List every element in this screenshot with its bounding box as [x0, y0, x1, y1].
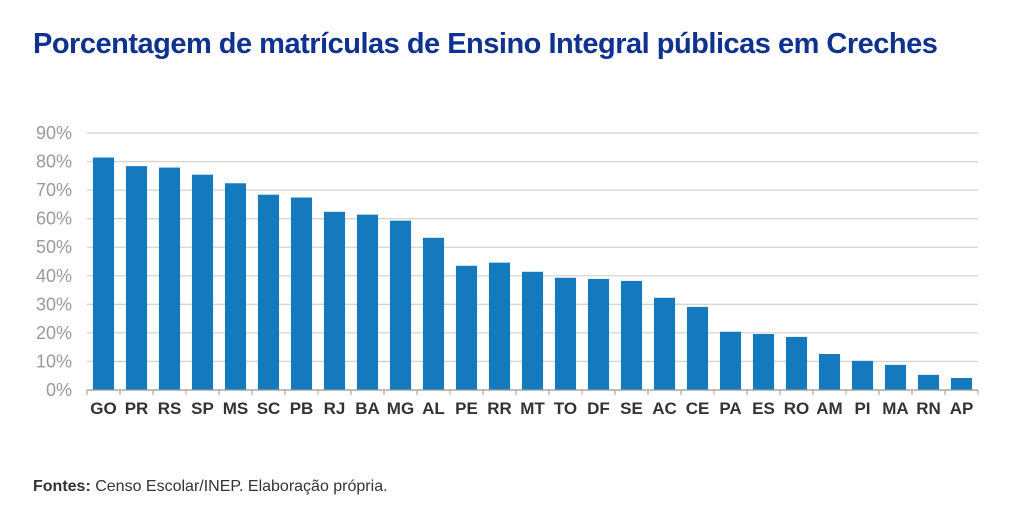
x-tick-label: BA	[355, 399, 380, 418]
x-tick-label: SC	[257, 399, 281, 418]
chart-title: Porcentagem de matrículas de Ensino Inte…	[33, 28, 938, 60]
x-tick-label: SE	[620, 399, 643, 418]
y-tick-label: 10%	[36, 351, 72, 371]
x-tick-label: GO	[90, 399, 116, 418]
x-tick-label: MG	[387, 399, 414, 418]
x-tick-label: SP	[191, 399, 214, 418]
bar-to	[554, 277, 577, 390]
x-tick-label: AC	[652, 399, 677, 418]
x-tick-label: RS	[158, 399, 182, 418]
bar-ba	[356, 214, 379, 390]
x-tick-label: AP	[950, 399, 974, 418]
bar-rr	[488, 262, 511, 390]
x-tick-label: RJ	[324, 399, 346, 418]
y-tick-label: 50%	[36, 237, 72, 257]
source-label: Fontes:	[33, 478, 91, 495]
bar-ac	[653, 297, 676, 390]
x-tick-label: CE	[686, 399, 710, 418]
bar-sc	[257, 194, 280, 390]
bar-df	[587, 278, 610, 390]
bar-es	[752, 334, 775, 390]
x-tick-label: MA	[882, 399, 908, 418]
x-tick-label: RN	[916, 399, 941, 418]
source-note: Fontes: Censo Escolar/INEP. Elaboração p…	[33, 478, 388, 496]
y-tick-label: 20%	[36, 323, 72, 343]
bar-ms	[224, 183, 247, 390]
y-tick-label: 40%	[36, 266, 72, 286]
bar-ma	[884, 364, 907, 390]
bar-se	[620, 280, 643, 390]
x-tick-label: RO	[784, 399, 810, 418]
source-text: Censo Escolar/INEP. Elaboração própria.	[90, 478, 388, 495]
x-tick-label: MS	[223, 399, 249, 418]
y-tick-label: 90%	[36, 123, 72, 143]
x-tick-label: RR	[487, 399, 512, 418]
bar-go	[92, 157, 115, 390]
x-tick-label: PA	[719, 399, 741, 418]
bar-sp	[191, 174, 214, 390]
bar-mt	[521, 271, 544, 390]
y-tick-label: 0%	[46, 380, 72, 400]
bar-pe	[455, 265, 478, 390]
bar-am	[818, 354, 841, 390]
x-tick-label: MT	[520, 399, 545, 418]
x-tick-label: DF	[587, 399, 610, 418]
x-axis: GO PR RS SP MS SC PB RJ BA MG AL PE RR MT TO DF SE AC CE PA…	[86, 389, 979, 418]
bar-rn	[917, 374, 940, 390]
x-tick-label: AL	[422, 399, 445, 418]
bar-al	[422, 237, 445, 390]
x-tick-label: TO	[554, 399, 577, 418]
x-tick-label: ES	[752, 399, 775, 418]
y-tick-label: 30%	[36, 294, 72, 314]
y-axis: 0% 10% 20% 30% 40% 50% 60% 70% 80% 90%	[36, 123, 72, 400]
bar-ap	[950, 378, 973, 390]
bar-ro	[785, 336, 808, 390]
y-tick-label: 80%	[36, 152, 72, 172]
y-tick-label: 60%	[36, 209, 72, 229]
bar-rj	[323, 211, 346, 390]
x-tick-label: AM	[816, 399, 842, 418]
x-tick-label: PB	[290, 399, 314, 418]
y-tick-label: 70%	[36, 180, 72, 200]
bar-rs	[158, 167, 181, 390]
x-tick-label: PR	[125, 399, 149, 418]
x-tick-label: PE	[455, 399, 478, 418]
bar-pb	[290, 197, 313, 390]
x-tick-label: PI	[854, 399, 870, 418]
bar-pr	[125, 166, 148, 390]
bars	[92, 157, 973, 390]
bar-pa	[719, 331, 742, 390]
bar-ce	[686, 306, 709, 390]
bar-mg	[389, 220, 412, 390]
bar-pi	[851, 360, 874, 390]
